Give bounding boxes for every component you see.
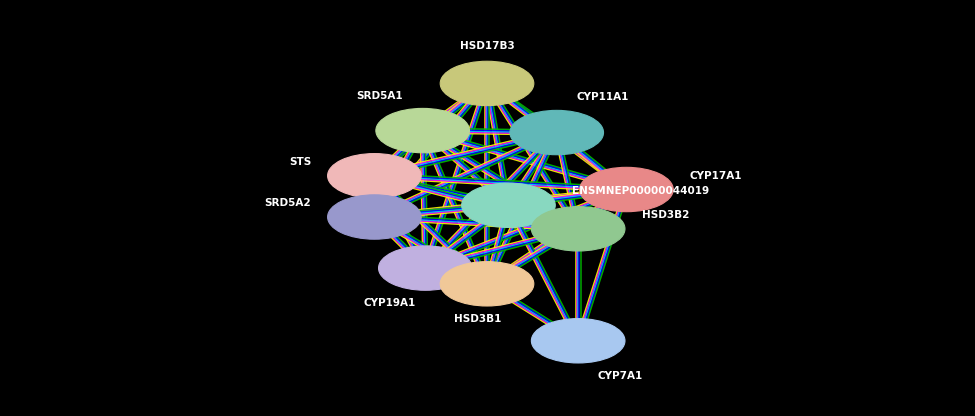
Circle shape <box>580 167 674 212</box>
Text: HSD3B1: HSD3B1 <box>453 314 501 324</box>
Text: HSD3B2: HSD3B2 <box>642 210 689 220</box>
Circle shape <box>378 246 472 290</box>
Circle shape <box>376 109 470 153</box>
Circle shape <box>510 110 604 155</box>
Circle shape <box>462 183 556 228</box>
Text: HSD17B3: HSD17B3 <box>459 41 515 51</box>
Circle shape <box>328 154 421 198</box>
Text: CYP7A1: CYP7A1 <box>598 371 643 381</box>
Circle shape <box>441 262 534 306</box>
Circle shape <box>531 207 625 251</box>
Text: STS: STS <box>289 157 311 167</box>
Circle shape <box>328 195 421 239</box>
Text: ENSMNEP00000044019: ENSMNEP00000044019 <box>572 186 709 196</box>
Text: SRD5A2: SRD5A2 <box>264 198 311 208</box>
Text: CYP17A1: CYP17A1 <box>690 171 742 181</box>
Text: CYP19A1: CYP19A1 <box>364 298 415 308</box>
Circle shape <box>531 319 625 363</box>
Circle shape <box>441 61 534 106</box>
Text: SRD5A1: SRD5A1 <box>357 91 404 101</box>
Text: CYP11A1: CYP11A1 <box>576 92 629 102</box>
